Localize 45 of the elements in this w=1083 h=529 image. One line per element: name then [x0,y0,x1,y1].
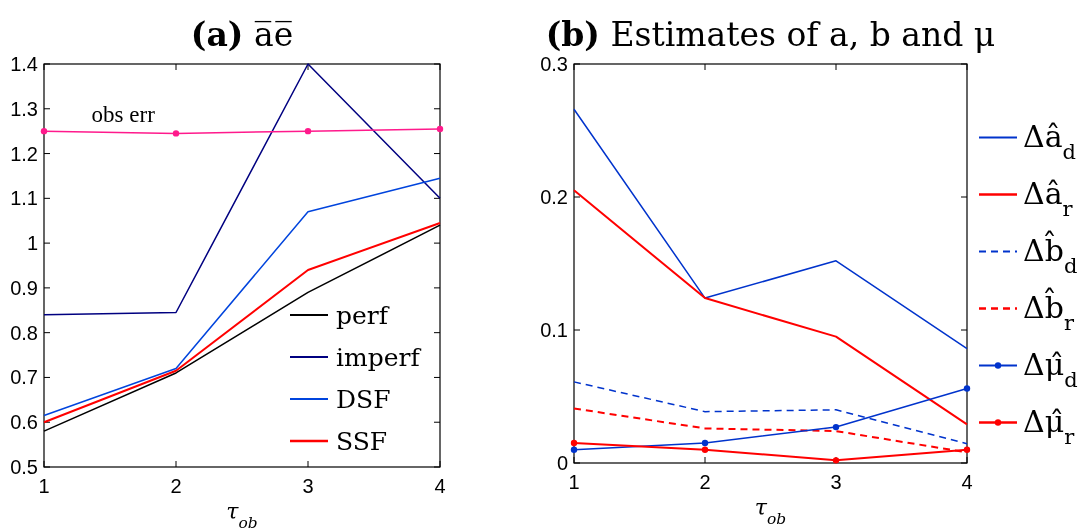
legend-label: SSF [336,427,388,456]
legend-label: Δμ̂$_{r}$ [1023,403,1076,449]
y-tick-label: 1.4 [10,53,38,75]
legend-label: Δâ$_{r}$ [1023,175,1074,221]
point [963,385,971,392]
x-tick-label: 3 [830,471,842,493]
legend-label: DSF [336,385,391,414]
y-tick-label: 1.3 [10,97,38,120]
x-tick-label: 4 [434,475,446,497]
point [570,446,578,453]
legend-label: Δb̂$_{r}$ [1023,287,1075,335]
legend-label: perf [336,301,390,330]
chart-title: (b) Estimates of a, b and μ [545,15,996,54]
x-tick-label: 4 [961,471,973,493]
line-series [43,177,441,417]
point [701,439,709,447]
legend-label: Δâ$_{d}$ [1023,118,1077,164]
y-tick-label: 0 [556,452,568,474]
legend-label: imperf [336,343,422,372]
line-series [573,108,968,350]
annotation: obs err [91,102,156,127]
legend-label: Δb̂$_{d}$ [1023,230,1078,278]
point [832,423,840,431]
x-axis-title: τ$_{ob}$ [754,495,787,528]
legend-label: Δμ̂$_{d}$ [1023,346,1078,392]
y-tick-label: 0.1 [540,319,568,341]
point [963,446,971,453]
y-tick-label: 0.9 [10,276,38,299]
x-tick-label: 3 [302,475,314,497]
x-axis-title: τ$_{ob}$ [226,499,258,529]
y-tick-label: 0.3 [540,53,568,75]
y-tick-label: 1.1 [10,187,38,210]
y-tick-label: 1.2 [10,142,38,165]
chart-title: (a) a̅e̅ [190,15,294,54]
y-tick-label: 0.6 [10,411,38,434]
y-tick-label: 0.5 [10,456,38,478]
line-series [573,189,968,426]
x-tick-label: 2 [699,471,711,493]
x-tick-label: 2 [170,475,182,497]
point [570,439,578,447]
y-tick-label: 0.8 [10,321,38,344]
y-tick-label: 0.2 [540,186,568,208]
point [701,446,709,453]
y-tick-label: 1 [26,232,38,255]
y-tick-label: 0.7 [10,366,38,389]
